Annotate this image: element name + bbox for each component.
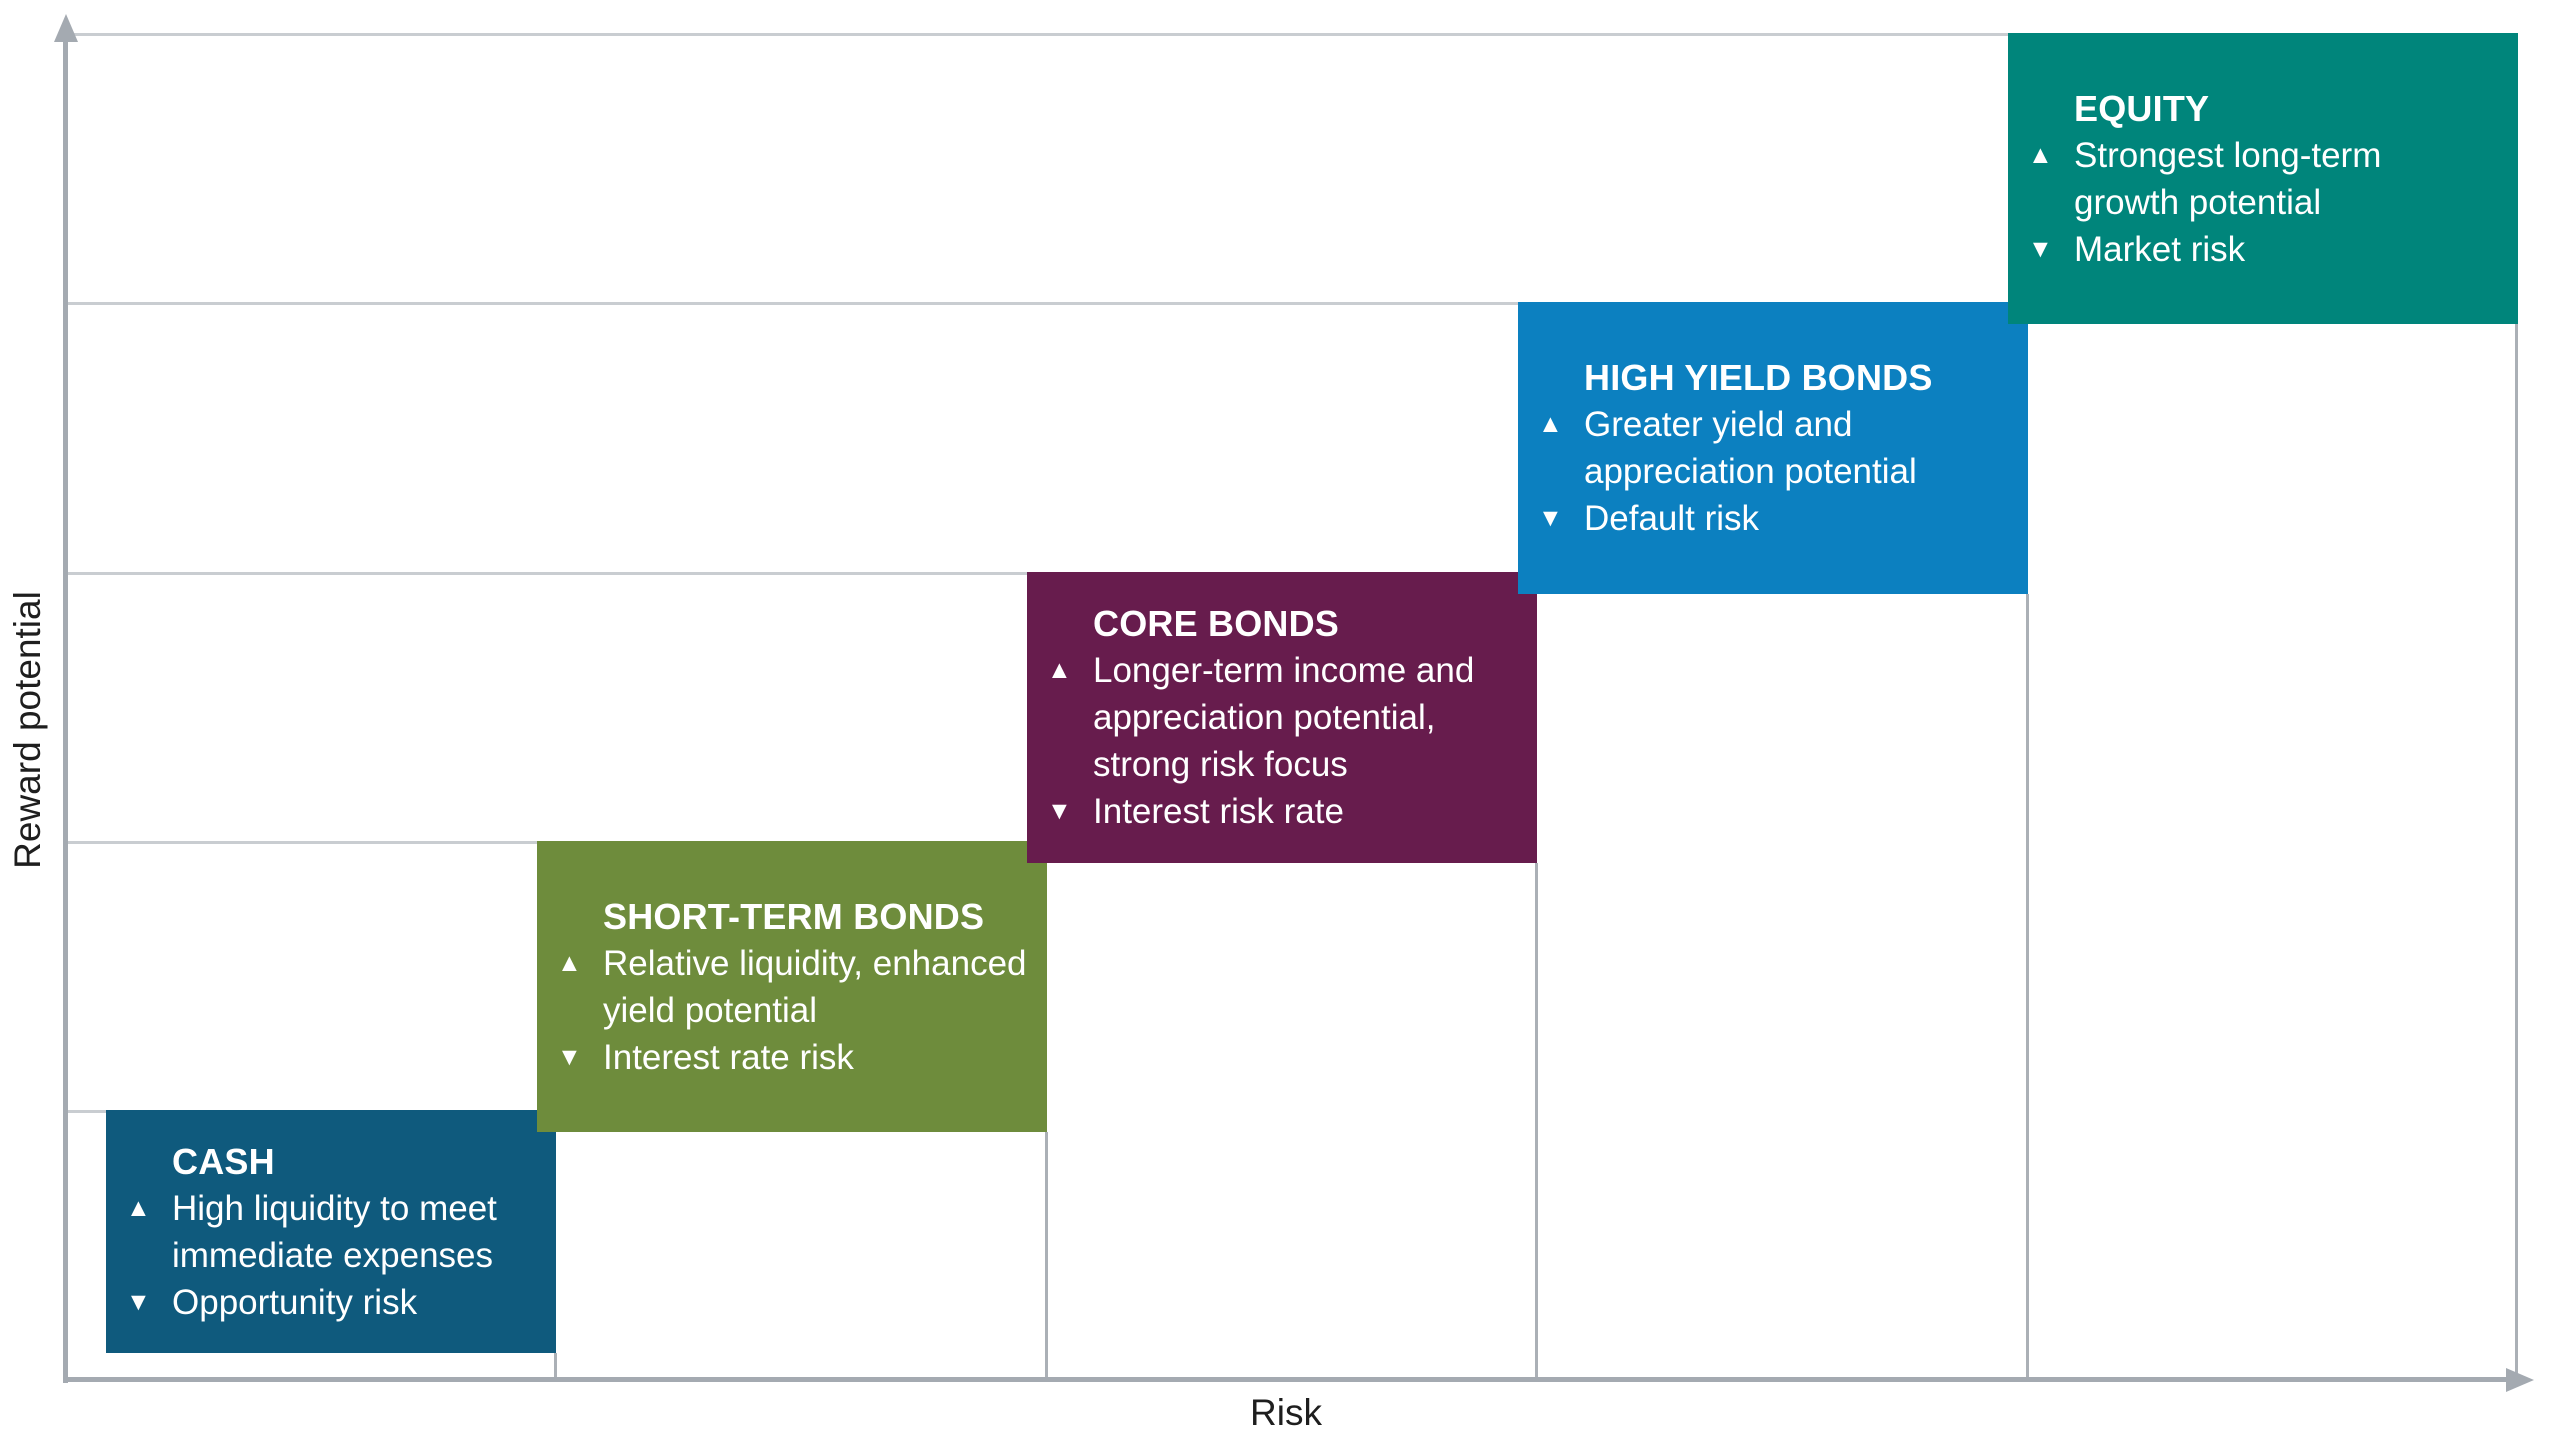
up-triangle-icon: ▲ [2028,140,2053,169]
risk-text: Default risk [1584,499,1760,538]
gridline-col-equity [2515,324,2518,1378]
benefit-text: Strongest long-term growth potential [2074,135,2382,222]
up-triangle-icon: ▲ [1047,656,1072,684]
down-triangle-icon: ▼ [557,1042,582,1071]
gridline-col-core-bonds [1535,863,1538,1378]
gridline-col-high-yield-bonds [2026,594,2029,1378]
benefit-text: High liquidity to meet immediate expense… [172,1188,497,1275]
up-triangle-icon: ▲ [1538,410,1563,438]
up-triangle-icon: ▲ [126,1193,151,1222]
risk-text: Interest risk rate [1093,792,1344,831]
x-axis-line [63,1377,2509,1382]
benefit-row: ▲ High liquidity to meet immediate expen… [126,1185,542,1279]
box-title: HIGH YIELD BONDS [1584,357,1933,398]
y-axis-arrow-icon [54,14,78,42]
box-title-row: HIGH YIELD BONDS [1538,354,2014,401]
benefit-text: Longer-term income and appreciation pote… [1093,651,1475,784]
gridline-row-cash [66,1110,106,1113]
asset-box-high-yield-bonds: HIGH YIELD BONDS ▲ Greater yield and app… [1518,302,2028,594]
asset-box-short-term-bonds: SHORT-TERM BONDS ▲ Relative liquidity, e… [537,841,1047,1132]
risk-text: Opportunity risk [172,1282,418,1322]
risk-row: ▼ Interest rate risk [557,1034,1033,1081]
down-triangle-icon: ▼ [2028,234,2053,263]
up-triangle-icon: ▲ [557,948,582,977]
benefit-text: Greater yield and appreciation potential [1584,405,1917,491]
asset-box-cash: CASH ▲ High liquidity to meet immediate … [106,1110,556,1353]
box-title-row: CASH [126,1138,542,1185]
box-title: CASH [172,1140,275,1182]
risk-text: Interest rate risk [603,1037,854,1077]
benefit-row: ▲ Greater yield and appreciation potenti… [1538,401,2014,495]
down-triangle-icon: ▼ [1538,504,1563,532]
box-title: CORE BONDS [1093,603,1340,644]
benefit-row: ▲ Longer-term income and appreciation po… [1047,647,1523,788]
y-axis-line [63,38,68,1383]
gridline-row-equity [66,33,2008,36]
risk-row: ▼ Interest risk rate [1047,788,1523,835]
gridline-col-cash [554,1353,557,1378]
y-axis-label: Reward potential [7,591,48,869]
down-triangle-icon: ▼ [1047,797,1072,825]
box-title-row: EQUITY [2028,85,2504,132]
asset-box-core-bonds: CORE BONDS ▲ Longer-term income and appr… [1027,572,1537,863]
benefit-row: ▲ Relative liquidity, enhanced yield pot… [557,940,1033,1034]
asset-box-equity: EQUITY ▲ Strongest long-term growth pote… [2008,33,2518,324]
gridline-row-core-bonds [66,572,1027,575]
box-title: SHORT-TERM BONDS [603,895,985,937]
risk-row: ▼ Market risk [2028,226,2504,273]
gridline-row-short-term-bonds [66,841,537,844]
box-title-row: SHORT-TERM BONDS [557,893,1033,940]
box-title-row: CORE BONDS [1047,600,1523,647]
benefit-row: ▲ Strongest long-term growth potential [2028,132,2504,226]
x-axis-label: Risk [1250,1392,1322,1433]
benefit-text: Relative liquidity, enhanced yield poten… [603,943,1027,1030]
down-triangle-icon: ▼ [126,1287,151,1316]
risk-row: ▼ Opportunity risk [126,1279,542,1326]
risk-text: Market risk [2074,229,2246,269]
risk-row: ▼ Default risk [1538,495,2014,542]
x-axis-arrow-icon [2506,1368,2534,1392]
gridline-row-high-yield-bonds [66,302,1518,305]
gridline-col-short-term-bonds [1045,1132,1048,1378]
box-title: EQUITY [2074,87,2210,129]
